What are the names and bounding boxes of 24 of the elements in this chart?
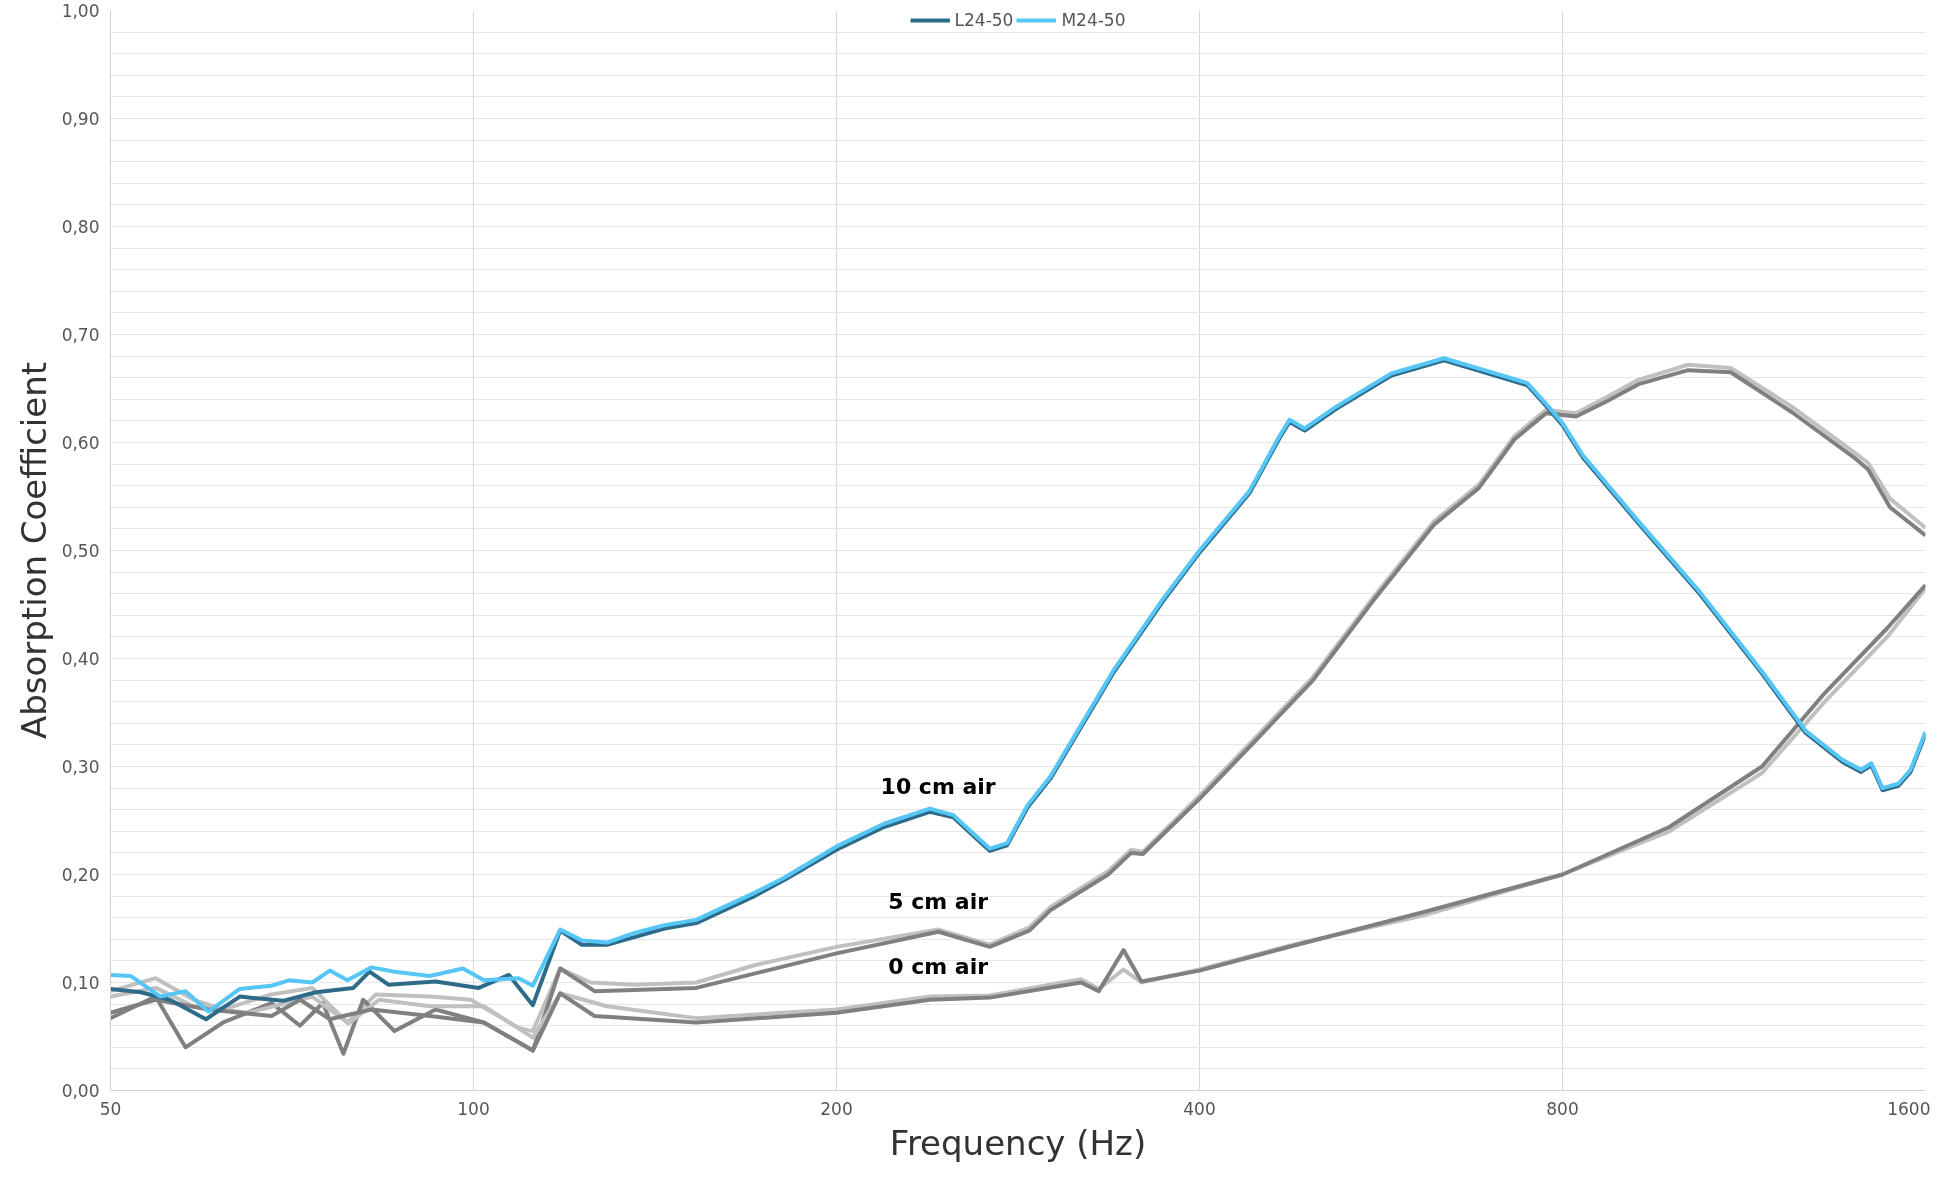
y-tick-label: 0,80 xyxy=(61,217,100,237)
y-tick-label: 0,70 xyxy=(61,325,100,345)
annotation: 5 cm air xyxy=(888,889,989,915)
y-tick-label: 0,90 xyxy=(61,109,100,129)
x-axis-title: Frequency (Hz) xyxy=(889,1122,1147,1163)
y-tick-label: 0,20 xyxy=(61,865,100,885)
x-tick-label: 400 xyxy=(1183,1098,1216,1119)
legend-label: L24-50 xyxy=(954,10,1014,30)
y-axis-title: Absorption Coefficient xyxy=(13,361,54,740)
y-tick-label: 0,40 xyxy=(61,649,100,669)
legend-label: M24-50 xyxy=(1061,10,1126,30)
y-tick-label: 1,00 xyxy=(61,1,100,21)
y-tick-label: 0,00 xyxy=(61,1081,100,1101)
y-tick-label: 0,30 xyxy=(61,757,100,777)
x-tick-label: 100 xyxy=(457,1098,490,1119)
x-tick-label: 50 xyxy=(99,1098,122,1119)
y-tick-label: 0,50 xyxy=(61,541,100,561)
annotation: 0 cm air xyxy=(888,954,989,980)
annotation: 10 cm air xyxy=(880,773,996,799)
x-tick-label: 800 xyxy=(1546,1098,1579,1119)
y-tick-label: 0,10 xyxy=(61,973,100,993)
x-tick-label: 200 xyxy=(820,1098,853,1119)
x-tick-label: 1600 xyxy=(1887,1098,1931,1119)
y-tick-label: 0,60 xyxy=(61,433,100,453)
